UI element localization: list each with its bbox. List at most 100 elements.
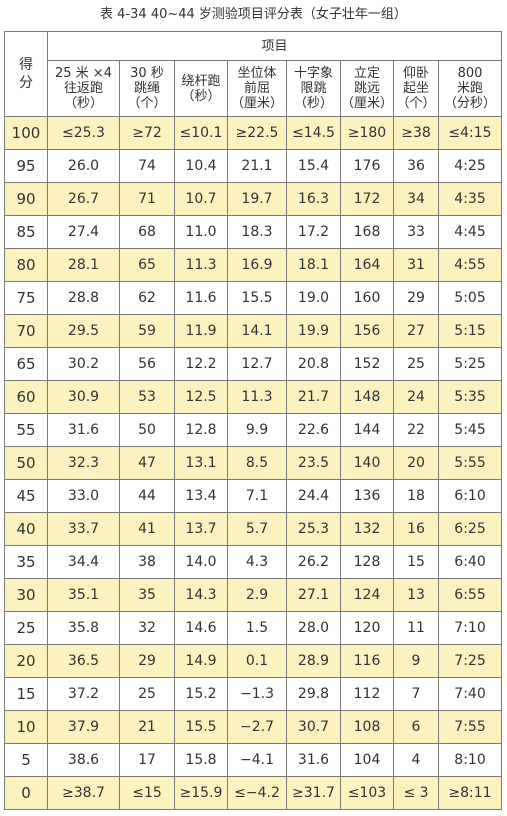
score-cell: 15 [4, 677, 48, 711]
score-header-text: 得分 [19, 57, 33, 91]
value-cell: ≤103 [340, 776, 394, 810]
value-cell: 59 [119, 314, 175, 348]
score-cell: 85 [4, 215, 48, 249]
value-cell: 28.9 [286, 644, 341, 678]
value-cell: 5:35 [437, 380, 503, 414]
score-table: 得分 项目 25 米 ×4 往返跑 （秒） 30 秒跳绳 （个） 绕杆跑 （秒） 坐位体 前屈（… [4, 31, 503, 810]
score-column-header: 得分 [4, 31, 48, 117]
value-cell: 19.9 [286, 314, 341, 348]
column-header-line: 十字象 [293, 66, 333, 81]
value-cell: 11.0 [174, 215, 228, 249]
value-cell: ≤14.5 [286, 116, 341, 150]
score-cell: 20 [4, 644, 48, 678]
value-cell: 19.0 [286, 281, 341, 315]
items-header: 项目 [46, 31, 503, 61]
value-cell: 56 [119, 347, 175, 381]
score-cell: 60 [4, 380, 48, 414]
score-cell: 25 [4, 611, 48, 645]
value-cell: 14.6 [174, 611, 228, 645]
score-cell: 5 [4, 743, 48, 777]
value-cell: 4.3 [227, 545, 287, 579]
value-cell: 124 [340, 578, 394, 612]
value-cell: −2.7 [227, 710, 287, 744]
value-cell: 8:10 [437, 743, 503, 777]
value-cell: 18.1 [286, 248, 341, 282]
value-cell: 74 [119, 149, 175, 183]
value-cell: 11.9 [174, 314, 228, 348]
column-header-line: 跳远 [353, 81, 380, 96]
value-cell: 5:45 [437, 413, 503, 447]
value-cell: 7:10 [437, 611, 503, 645]
table-row: 85 27.4 68 11.0 18.3 17.2 168 33 4:45 [4, 215, 503, 249]
value-cell: ≥72 [119, 116, 175, 150]
column-header-6: 仰卧 起坐 （个） [393, 60, 439, 117]
value-cell: 7:40 [437, 677, 503, 711]
value-cell: 16 [393, 512, 439, 546]
value-cell: ≤ 3 [393, 776, 439, 810]
value-cell: 27.1 [286, 578, 341, 612]
value-cell: 71 [119, 182, 175, 216]
column-header-line: 坐位体 [237, 66, 277, 81]
column-header-line: （分秒） [444, 96, 497, 111]
value-cell: 8.5 [227, 446, 287, 480]
value-cell: 41 [119, 512, 175, 546]
value-cell: ≥31.7 [286, 776, 341, 810]
value-cell: 35.8 [47, 611, 120, 645]
value-cell: 25.3 [286, 512, 341, 546]
value-cell: 28.8 [47, 281, 120, 315]
value-cell: 28.0 [286, 611, 341, 645]
value-cell: 29.5 [47, 314, 120, 348]
score-cell: 70 [4, 314, 48, 348]
value-cell: 17.2 [286, 215, 341, 249]
value-cell: 27 [393, 314, 439, 348]
value-cell: 116 [340, 644, 394, 678]
value-cell: 23.5 [286, 446, 341, 480]
value-cell: 11 [393, 611, 439, 645]
value-cell: ≥15.9 [174, 776, 228, 810]
value-cell: 11.6 [174, 281, 228, 315]
value-cell: 28.1 [47, 248, 120, 282]
value-cell: 9.9 [227, 413, 287, 447]
value-cell: 10.4 [174, 149, 228, 183]
table-body: 100 ≤25.3 ≥72 ≤10.1 ≥22.5 ≤14.5 ≥180 ≥38 ≤4:15 95… [4, 116, 503, 810]
value-cell: 12.5 [174, 380, 228, 414]
column-header-line: 起坐 [402, 81, 429, 96]
value-cell: 144 [340, 413, 394, 447]
table-row: 25 35.8 32 14.6 1.5 28.0 120 11 7:10 [4, 611, 503, 645]
value-cell: ≥38.7 [47, 776, 120, 810]
value-cell: 37.2 [47, 677, 120, 711]
column-header-line: 800 [457, 66, 483, 81]
value-cell: ≤15 [119, 776, 175, 810]
value-cell: 24.4 [286, 479, 341, 513]
value-cell: 1.5 [227, 611, 287, 645]
table-row: 50 32.3 47 13.1 8.5 23.5 140 20 5:55 [4, 446, 503, 480]
value-cell: 6:40 [437, 545, 503, 579]
score-cell: 45 [4, 479, 48, 513]
value-cell: 36 [393, 149, 439, 183]
value-cell: 25 [119, 677, 175, 711]
value-cell: 33 [393, 215, 439, 249]
column-header-1: 30 秒跳绳 （个） [119, 60, 175, 117]
value-cell: 31.6 [47, 413, 120, 447]
value-cell: 5.7 [227, 512, 287, 546]
value-cell: 47 [119, 446, 175, 480]
value-cell: 172 [340, 182, 394, 216]
column-header-7: 800 米跑 （分秒） [437, 60, 503, 117]
value-cell: 27.4 [47, 215, 120, 249]
score-cell: 95 [4, 149, 48, 183]
value-cell: ≥38 [393, 116, 439, 150]
table-row: 70 29.5 59 11.9 14.1 19.9 156 27 5:15 [4, 314, 503, 348]
value-cell: 176 [340, 149, 394, 183]
value-cell: 164 [340, 248, 394, 282]
score-cell: 80 [4, 248, 48, 282]
value-cell: 132 [340, 512, 394, 546]
value-cell: 5:25 [437, 347, 503, 381]
score-cell: 35 [4, 545, 48, 579]
column-header-line: 往返跑 [63, 81, 103, 96]
column-header-line: （个） [396, 96, 436, 111]
value-cell: 24 [393, 380, 439, 414]
value-cell: 44 [119, 479, 175, 513]
value-cell: 15 [393, 545, 439, 579]
value-cell: ≥22.5 [227, 116, 287, 150]
score-cell: 75 [4, 281, 48, 315]
